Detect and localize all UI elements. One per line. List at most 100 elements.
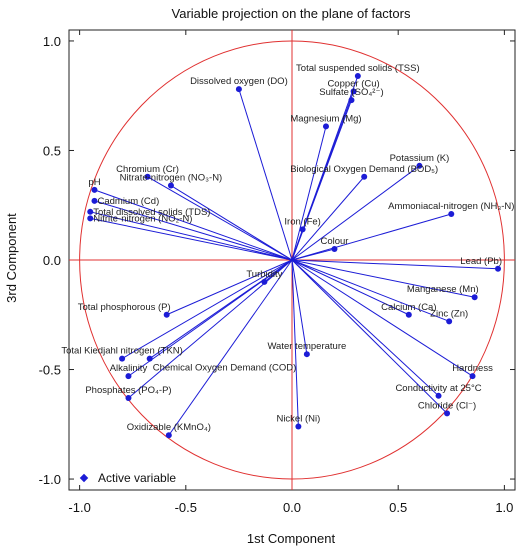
variable-label: Total suspended solids (TSS) (296, 63, 420, 74)
variable-vector (291, 176, 365, 261)
variable-point (354, 73, 361, 79)
variable-vector (291, 259, 308, 355)
variable-point (299, 226, 306, 233)
y-tick-label: 0.5 (43, 143, 61, 158)
variable-vector (238, 88, 293, 261)
variable-label: Phosphates (PO₄-P) (85, 385, 171, 396)
variable-point (146, 355, 153, 362)
variable-point (125, 373, 132, 380)
variable-vector (170, 185, 293, 261)
variable-label: Iron (Fe) (284, 216, 320, 227)
variable-label: Chromium (Cr) (116, 164, 179, 175)
x-tick-label: -0.5 (175, 500, 197, 515)
variable-label: Cadmium (Cd) (97, 196, 159, 207)
variable-point (163, 311, 170, 318)
variable-point (416, 162, 423, 169)
variable-label: Conductivity at 25°C (395, 383, 481, 394)
legend-label: Active variable (98, 471, 176, 485)
variable-point (165, 432, 172, 439)
variable-label: Nitrate-nitrogen (NO₃-N) (120, 173, 223, 184)
variable-label: Hardness (452, 363, 493, 374)
variable-point (405, 311, 412, 318)
variable-point (91, 197, 98, 204)
variable-vector (128, 259, 293, 399)
variable-point (348, 97, 355, 104)
variable-vector (291, 259, 448, 414)
variable-label: Sulfate (SO₄²⁻) (319, 87, 383, 98)
variable-label: Lead (Pb) (460, 256, 502, 267)
x-tick-label: 1.0 (495, 500, 513, 515)
variable-point (469, 373, 476, 380)
variable-vector (90, 217, 293, 261)
variable-label: Alkalinity (110, 363, 148, 374)
variable-point (471, 294, 478, 301)
variable-vector (291, 259, 439, 397)
chart-title: Variable projection on the plane of fact… (172, 6, 411, 21)
variable-point (446, 318, 453, 325)
variable-point (295, 423, 302, 430)
variable-point (303, 351, 310, 358)
variable-label: Potassium (K) (390, 153, 450, 164)
variable-label: Chloride (Cl⁻) (418, 400, 476, 411)
variable-point (331, 246, 338, 253)
variable-point (87, 208, 94, 215)
variable-point (495, 265, 502, 272)
variable-point (144, 173, 151, 180)
variable-label: Dissolved oxygen (DO) (190, 76, 288, 87)
variable-label: Water temperature (267, 341, 346, 352)
variable-vector (291, 165, 420, 261)
variable-vector (291, 259, 410, 316)
variable-point (448, 211, 455, 217)
variable-vector (168, 259, 293, 436)
variable-point (322, 123, 329, 130)
variable-label: Biological Oxygen Demand (BOD₅) (290, 164, 438, 175)
variable-vector (291, 213, 452, 261)
variable-point (444, 410, 451, 417)
variable-vector (121, 259, 293, 360)
y-tick-label: -1.0 (39, 472, 61, 487)
variable-label: Colour (320, 236, 348, 247)
y-tick-label: 1.0 (43, 34, 61, 49)
variable-label: Chemical Oxygen Demand (COD) (153, 363, 297, 374)
y-tick-label: 0.0 (43, 253, 61, 268)
variable-vector (94, 200, 293, 261)
variable-vector (291, 259, 299, 427)
variable-label: Nickel (Ni) (276, 413, 320, 424)
variable-vector (291, 99, 352, 261)
variable-point (435, 392, 442, 399)
variable-label: Nitrite-nitrogen (NO₂-N) (93, 213, 192, 224)
variable-label: Zinc (Zn) (430, 308, 468, 319)
variable-label: Calcium (Ca) (381, 302, 436, 313)
x-tick-label: 0.5 (389, 500, 407, 515)
variable-point (361, 173, 368, 180)
variable-vector (147, 176, 293, 261)
variable-vector (90, 211, 293, 261)
variable-label: Total phosphorous (P) (78, 302, 171, 313)
variable-label: Manganese (Mn) (407, 284, 479, 295)
variable-point (87, 215, 94, 222)
variable-vector (166, 259, 293, 316)
variable-vector (291, 126, 327, 261)
variable-label: Copper (Cu) (327, 78, 379, 89)
variable-vector (291, 259, 473, 377)
variable-point (261, 278, 268, 285)
x-axis-title: 1st Component (247, 531, 336, 546)
variable-vector (94, 189, 293, 261)
variable-label: Total dissolved solids (TDS) (93, 207, 210, 218)
variable-label: Magnesium (Mg) (290, 113, 361, 124)
variable-label: Oxidizable (KMnO₄) (127, 422, 211, 433)
variable-vector (291, 259, 475, 298)
variable-label: Turbidity (246, 269, 282, 280)
y-axis-title: 3rd Component (4, 213, 19, 303)
variable-point (235, 86, 242, 93)
variable-point (91, 186, 98, 193)
variable-point (125, 395, 132, 401)
variable-vector (291, 259, 499, 270)
variable-vector (291, 229, 304, 261)
plot-area: -1.0 -0.5 0.0 0.5 1.0 -1.0 -0.5 0.0 0.5 1.0 Dissol… (39, 29, 516, 515)
variable-point (119, 355, 126, 362)
x-tick-label: 0.0 (283, 500, 301, 515)
x-tick-label: -1.0 (68, 500, 90, 515)
variable-label: Total Kiedjahl nitrogen (TKN) (61, 346, 182, 357)
